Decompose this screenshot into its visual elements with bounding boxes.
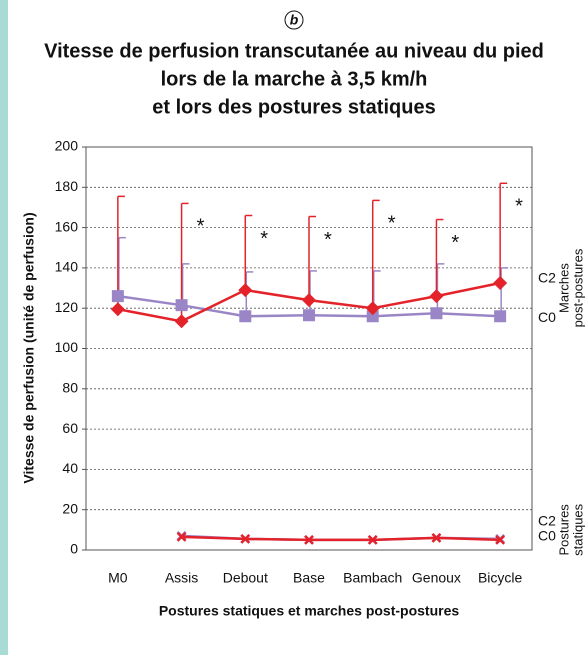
x-tick-label: Debout — [223, 570, 268, 586]
marker — [239, 310, 252, 323]
marker — [111, 290, 124, 303]
y-tick-label: 60 — [62, 420, 78, 436]
group-label: statiques — [570, 503, 585, 556]
marker — [240, 534, 251, 544]
marker — [365, 301, 380, 316]
x-tick-label: Assis — [165, 570, 198, 586]
y-axis-label: Vitesse de perfusion (unité de perfusion… — [21, 212, 37, 483]
significance-star: * — [197, 216, 205, 238]
x-tick-label: Base — [293, 570, 325, 586]
marker — [367, 535, 378, 545]
significance-star: * — [260, 228, 268, 250]
series-line — [181, 535, 501, 542]
plot-frame — [85, 146, 533, 551]
panel-label: b — [290, 12, 299, 28]
y-tick-label: 0 — [70, 541, 78, 557]
marker — [238, 283, 253, 298]
marker — [493, 276, 508, 291]
marker — [429, 289, 444, 304]
marker — [110, 302, 125, 317]
y-tick-label: 100 — [55, 339, 79, 355]
significance-star: * — [324, 229, 332, 251]
y-tick-label: 40 — [62, 460, 78, 476]
x-tick-label: Bambach — [343, 570, 402, 586]
group-label: Marches — [556, 263, 571, 313]
series-label: C2 — [538, 513, 556, 529]
y-tick-label: 120 — [55, 299, 79, 315]
side-strip — [0, 0, 8, 655]
significance-star: * — [515, 196, 523, 218]
marker — [303, 309, 315, 322]
marker — [495, 535, 506, 545]
chart-title: Vitesse de perfusion transcutanée au niv… — [44, 40, 544, 62]
series-label: C0 — [538, 528, 556, 544]
group-label: Postures — [556, 504, 571, 556]
marker — [175, 299, 188, 312]
y-tick-label: 180 — [55, 178, 79, 194]
marker — [494, 310, 507, 323]
y-tick-label: 20 — [62, 500, 78, 516]
marker — [176, 532, 187, 542]
marker — [431, 533, 442, 543]
marker — [174, 314, 189, 329]
y-tick-label: 160 — [55, 218, 79, 234]
y-tick-label: 200 — [55, 138, 79, 154]
series-label: C2 — [538, 270, 556, 286]
significance-star: * — [451, 232, 459, 254]
x-tick-label: Bicycle — [478, 570, 523, 586]
y-tick-label: 80 — [62, 380, 78, 396]
chart-title: et lors des postures statiques — [152, 96, 435, 118]
x-tick-label: M0 — [108, 570, 128, 586]
group-label: post-postures — [570, 248, 585, 327]
series-label: C0 — [538, 309, 556, 325]
panel-circle — [284, 10, 304, 30]
y-tick-label: 140 — [55, 259, 79, 275]
x-axis-label: Postures statiques et marches post-postu… — [159, 603, 460, 619]
marker — [302, 293, 316, 308]
marker — [430, 307, 443, 320]
significance-star: * — [388, 213, 396, 235]
marker — [304, 535, 314, 545]
chart-title: lors de la marche à 3,5 km/h — [161, 68, 428, 90]
marker — [366, 310, 379, 323]
x-tick-label: Genoux — [412, 570, 461, 586]
